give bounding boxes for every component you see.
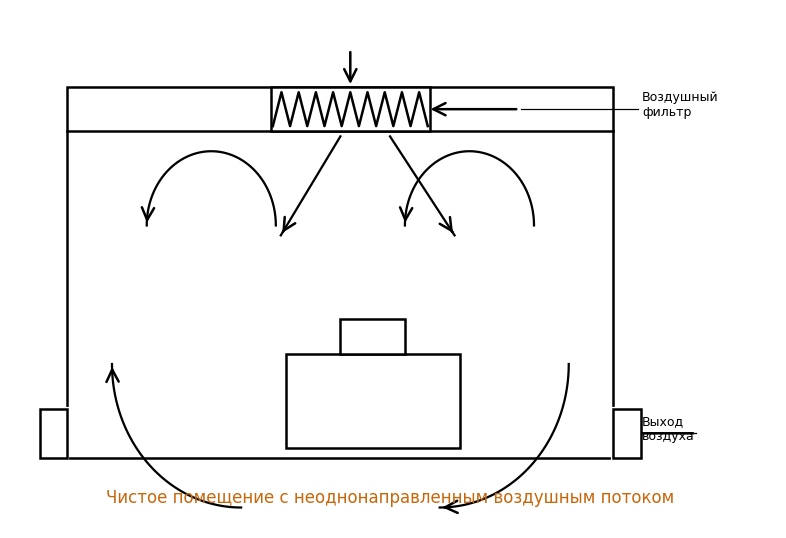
Bar <box>340 320 405 354</box>
Text: Чистое помещение с неоднонаправленным воздушным потоком: Чистое помещение с неоднонаправленным во… <box>106 489 674 507</box>
Bar <box>286 354 460 448</box>
Bar <box>68 87 613 458</box>
Text: Технологическое
оборудование: Технологическое оборудование <box>315 391 430 422</box>
Bar <box>39 408 68 458</box>
Text: Выход
воздуха: Выход воздуха <box>642 415 695 443</box>
Bar <box>613 408 641 458</box>
Bar <box>271 87 430 131</box>
Text: Воздушный
фильтр: Воздушный фильтр <box>642 91 719 119</box>
